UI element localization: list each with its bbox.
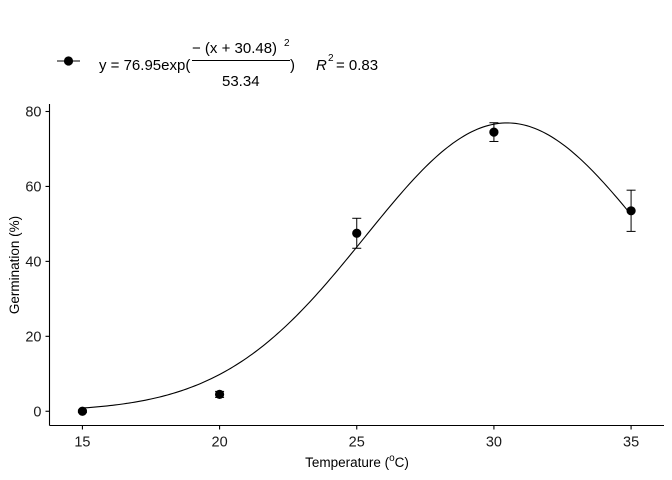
y-tick-label: 20 <box>25 329 41 345</box>
equation-numerator: − (x + 30.48) <box>192 40 277 57</box>
y-tick-label: 0 <box>33 404 41 420</box>
x-axis-title-unit: C) <box>395 455 409 470</box>
x-tick-label: 30 <box>486 435 502 451</box>
y-axis-title: Germination (%) <box>7 216 22 314</box>
x-axis-title-text: Temperature ( <box>305 455 390 470</box>
y-tick-label: 80 <box>25 104 41 120</box>
x-tick-label: 15 <box>74 435 90 451</box>
x-tick-label: 35 <box>623 435 639 451</box>
data-point <box>626 206 636 216</box>
data-points <box>77 127 636 416</box>
data-point <box>489 127 499 137</box>
data-point <box>352 228 362 238</box>
x-ticks: 15 20 25 30 35 <box>74 425 639 451</box>
x-axis-title: Temperature (oC) <box>305 453 409 470</box>
equation-numerator-exponent: 2 <box>284 38 290 49</box>
r2-label: R <box>316 57 327 74</box>
y-tick-label: 40 <box>25 254 41 270</box>
data-point <box>77 406 88 416</box>
legend: y = 76.95exp( − (x + 30.48) 2 53.34 ) R … <box>57 38 378 90</box>
data-point <box>214 389 225 399</box>
y-tick-label: 60 <box>25 179 41 195</box>
r2-exponent: 2 <box>328 53 334 64</box>
x-tick-label: 20 <box>212 435 228 451</box>
y-ticks: 0 20 40 60 80 <box>25 104 50 420</box>
error-bars <box>77 122 636 413</box>
equation-suffix: ) <box>290 57 295 74</box>
fit-curve <box>82 122 632 409</box>
equation-prefix: y = 76.95exp( <box>99 57 190 74</box>
equation-denominator: 53.34 <box>222 73 260 90</box>
r2-value: = 0.83 <box>336 57 378 74</box>
x-axis-title-degree: o <box>389 453 395 464</box>
x-tick-label: 25 <box>349 435 365 451</box>
legend-marker <box>63 56 74 66</box>
